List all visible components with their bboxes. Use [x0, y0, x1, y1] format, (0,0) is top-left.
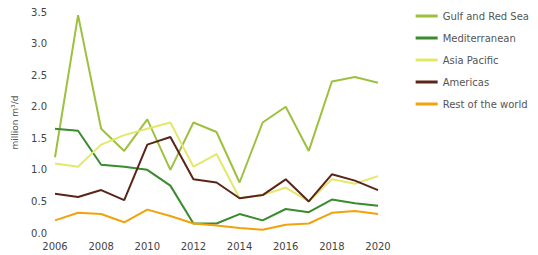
- svg-text:2010: 2010: [135, 241, 160, 252]
- svg-text:3.0: 3.0: [31, 38, 47, 49]
- svg-text:2016: 2016: [273, 241, 298, 252]
- svg-text:Mediterranean: Mediterranean: [443, 33, 516, 44]
- svg-text:million m³/d: million m³/d: [10, 96, 20, 150]
- svg-text:0.5: 0.5: [31, 196, 47, 207]
- svg-text:3.5: 3.5: [31, 7, 47, 18]
- svg-text:Asia Pacific: Asia Pacific: [443, 55, 499, 66]
- svg-text:2020: 2020: [365, 241, 390, 252]
- svg-text:2.5: 2.5: [31, 70, 47, 81]
- svg-text:Americas: Americas: [443, 77, 489, 88]
- svg-text:2.0: 2.0: [31, 101, 47, 112]
- svg-text:Rest of the world: Rest of the world: [443, 99, 528, 110]
- svg-text:1.0: 1.0: [31, 164, 47, 175]
- svg-text:2014: 2014: [227, 241, 252, 252]
- svg-text:0.0: 0.0: [31, 228, 47, 239]
- svg-text:Gulf and Red Sea: Gulf and Red Sea: [443, 11, 529, 22]
- svg-text:1.5: 1.5: [31, 133, 47, 144]
- svg-text:2018: 2018: [319, 241, 344, 252]
- svg-text:2006: 2006: [42, 241, 67, 252]
- svg-text:2008: 2008: [88, 241, 113, 252]
- svg-text:2012: 2012: [181, 241, 206, 252]
